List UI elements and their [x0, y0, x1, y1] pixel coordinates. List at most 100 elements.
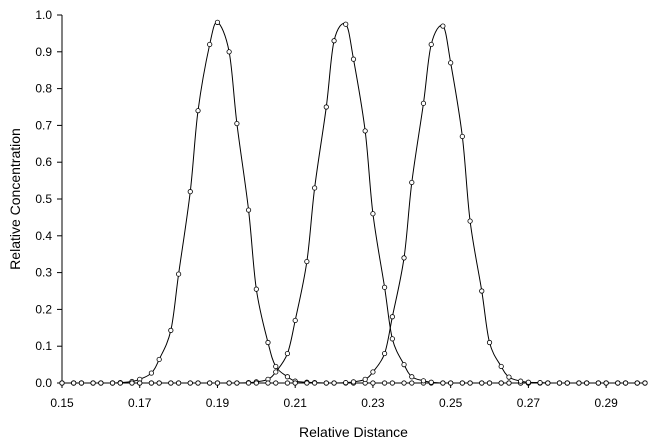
- data-point: [343, 380, 349, 386]
- data-point: [615, 380, 621, 386]
- series-2: [59, 21, 648, 386]
- data-point: [545, 380, 551, 386]
- data-point: [370, 369, 376, 375]
- data-point: [420, 100, 427, 106]
- x-tick-label: 0.15: [50, 396, 74, 410]
- data-point: [156, 356, 162, 363]
- data-point: [409, 380, 415, 386]
- data-point: [459, 133, 465, 140]
- data-point: [214, 19, 221, 25]
- data-point: [148, 380, 154, 386]
- data-point: [479, 288, 485, 294]
- data-point: [564, 380, 570, 386]
- data-point: [234, 380, 240, 386]
- data-point: [381, 380, 388, 386]
- y-tick-label: 0.1: [35, 339, 52, 353]
- data-point: [350, 56, 357, 62]
- data-point: [117, 380, 123, 386]
- data-point: [350, 379, 357, 385]
- data-point: [265, 339, 271, 346]
- data-point: [448, 380, 454, 386]
- axes: [61, 15, 645, 384]
- data-point: [498, 380, 504, 386]
- data-point: [253, 286, 259, 292]
- series-group: [59, 19, 648, 386]
- x-tick-label: 0.29: [594, 396, 618, 410]
- data-point: [207, 41, 213, 48]
- data-point: [459, 380, 465, 386]
- data-point: [168, 380, 174, 386]
- data-point: [226, 49, 232, 55]
- data-point: [323, 104, 329, 110]
- data-point: [401, 380, 407, 386]
- y-tick-label: 0.2: [35, 302, 52, 316]
- data-point: [98, 380, 104, 386]
- data-point: [245, 207, 252, 213]
- data-point: [362, 128, 368, 134]
- data-point: [634, 380, 640, 386]
- data-point: [312, 185, 318, 191]
- data-point: [518, 378, 524, 384]
- series-3: [59, 23, 648, 386]
- data-point: [148, 370, 154, 376]
- data-point: [214, 380, 221, 386]
- data-point: [187, 189, 193, 195]
- data-point: [343, 21, 349, 27]
- data-point: [467, 218, 473, 224]
- y-tick-group: 0.0 0.1 0.2 0.3 0.4 0.5 0.6 0.7 0.8 0.9 1.0: [35, 8, 62, 390]
- data-point: [234, 120, 240, 127]
- data-point: [284, 374, 291, 380]
- x-tick-group: 0.15 0.17 0.19 0.21 0.23 0.25 0.27 0.29: [50, 383, 618, 410]
- data-point: [195, 380, 201, 386]
- data-point: [381, 284, 388, 290]
- series-line: [62, 24, 645, 384]
- y-tick-label: 0.4: [35, 229, 52, 243]
- data-point: [312, 380, 318, 386]
- data-point: [273, 380, 279, 386]
- data-point: [584, 380, 590, 386]
- data-point: [253, 380, 259, 386]
- data-point: [331, 38, 337, 44]
- series-line: [62, 21, 645, 384]
- data-point: [498, 363, 504, 370]
- series-1: [59, 19, 648, 386]
- data-point: [389, 314, 395, 320]
- y-tick-label: 0.6: [35, 155, 52, 169]
- data-point: [284, 380, 291, 386]
- data-point: [137, 380, 143, 386]
- data-point: [622, 380, 629, 386]
- x-tick-label: 0.23: [361, 396, 385, 410]
- data-point: [440, 380, 446, 386]
- data-point: [226, 380, 232, 386]
- data-point: [486, 339, 493, 346]
- data-point: [195, 108, 201, 114]
- data-point: [109, 380, 116, 386]
- x-tick-label: 0.25: [439, 396, 463, 410]
- data-point: [556, 380, 563, 386]
- data-point: [389, 336, 395, 342]
- data-point: [176, 271, 182, 277]
- data-point: [304, 380, 310, 386]
- y-tick-label: 0.3: [35, 266, 52, 280]
- data-point: [304, 258, 310, 265]
- data-point: [448, 60, 454, 66]
- data-point: [59, 380, 65, 386]
- data-point: [323, 380, 329, 386]
- data-point: [187, 380, 193, 386]
- data-point: [486, 380, 493, 386]
- data-point: [207, 380, 213, 386]
- data-point: [331, 380, 337, 386]
- data-point: [245, 380, 252, 386]
- y-tick-label: 0.9: [35, 45, 52, 59]
- data-point: [168, 327, 174, 333]
- y-tick-label: 0.8: [35, 82, 52, 96]
- data-point: [292, 380, 298, 386]
- data-point: [576, 380, 582, 386]
- data-point: [409, 374, 415, 380]
- data-point: [129, 380, 135, 386]
- data-point: [537, 380, 543, 386]
- y-tick-label: 0.5: [35, 192, 52, 206]
- data-point: [156, 380, 162, 386]
- data-point: [467, 380, 473, 386]
